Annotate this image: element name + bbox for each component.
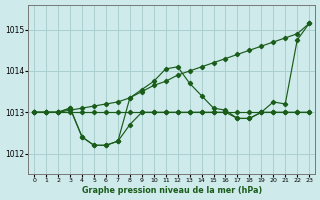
X-axis label: Graphe pression niveau de la mer (hPa): Graphe pression niveau de la mer (hPa) (82, 186, 262, 195)
